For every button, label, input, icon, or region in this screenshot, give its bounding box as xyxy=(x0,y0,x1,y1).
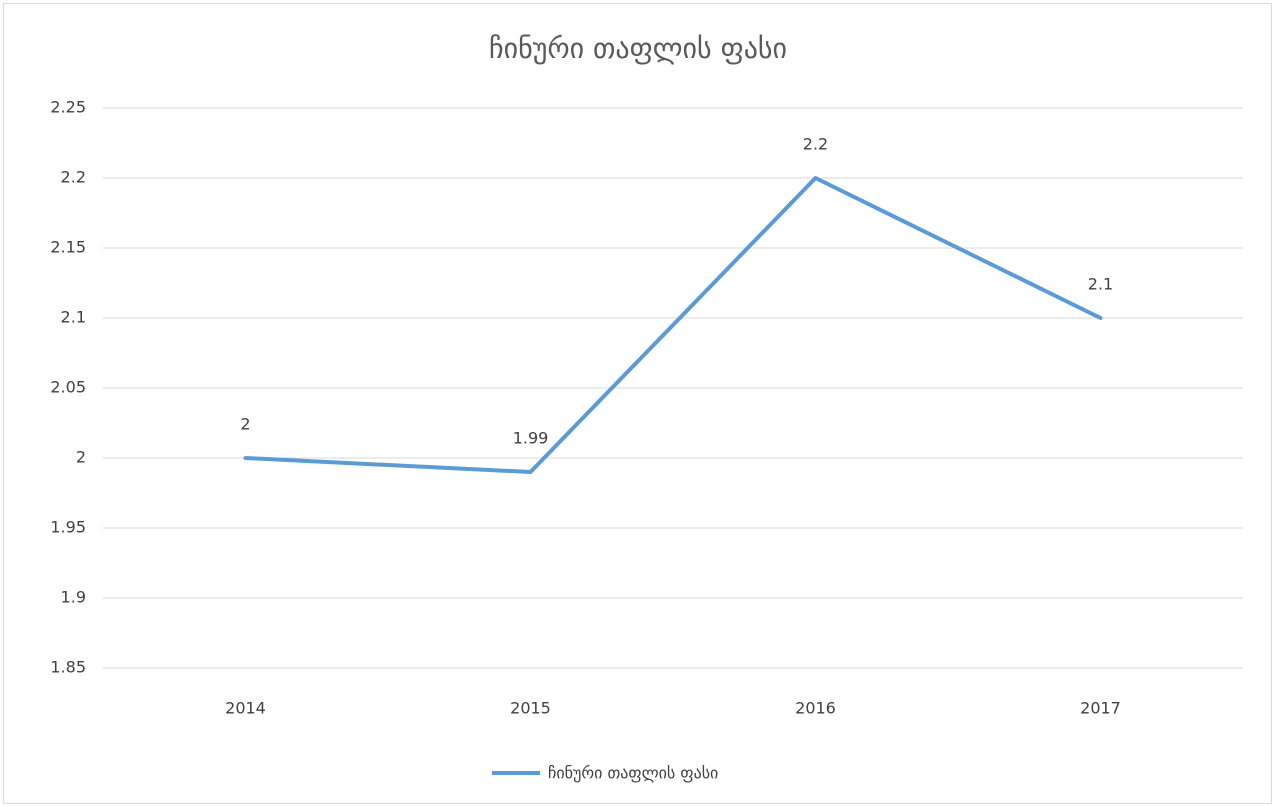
y-tick-label: 2.2 xyxy=(61,168,86,187)
x-tick-label: 2015 xyxy=(510,699,551,718)
y-tick-label: 2.1 xyxy=(61,308,86,327)
legend-label: ჩინური თაფლის ფასი xyxy=(548,764,718,783)
chart-border xyxy=(3,3,1272,804)
chart-title: ჩინური თაფლის ფასი xyxy=(489,32,787,65)
y-tick-label: 1.95 xyxy=(50,518,86,537)
data-label: 2.1 xyxy=(1088,275,1113,294)
data-label: 1.99 xyxy=(513,429,549,448)
y-tick-label: 1.85 xyxy=(50,658,86,677)
y-tick-label: 1.9 xyxy=(61,588,86,607)
data-label: 2.2 xyxy=(803,135,828,154)
y-tick-label: 2.15 xyxy=(50,238,86,257)
x-tick-label: 2017 xyxy=(1080,699,1121,718)
data-line xyxy=(243,176,1103,474)
y-tick-label: 2.25 xyxy=(50,98,86,117)
x-tick-label: 2016 xyxy=(795,699,836,718)
x-tick-label: 2014 xyxy=(225,699,266,718)
y-tick-label: 2 xyxy=(76,448,86,467)
y-tick-label: 2.05 xyxy=(50,378,86,397)
data-label: 2 xyxy=(240,415,250,434)
